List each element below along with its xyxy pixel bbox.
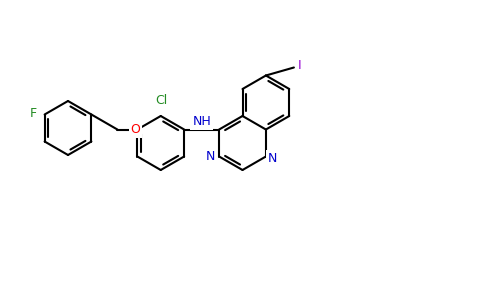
Text: O: O [130,123,140,136]
Text: NH: NH [192,115,211,128]
Text: I: I [298,59,302,72]
Text: Cl: Cl [156,94,168,107]
Text: N: N [206,150,215,163]
Text: N: N [268,152,277,165]
Text: F: F [30,107,37,120]
